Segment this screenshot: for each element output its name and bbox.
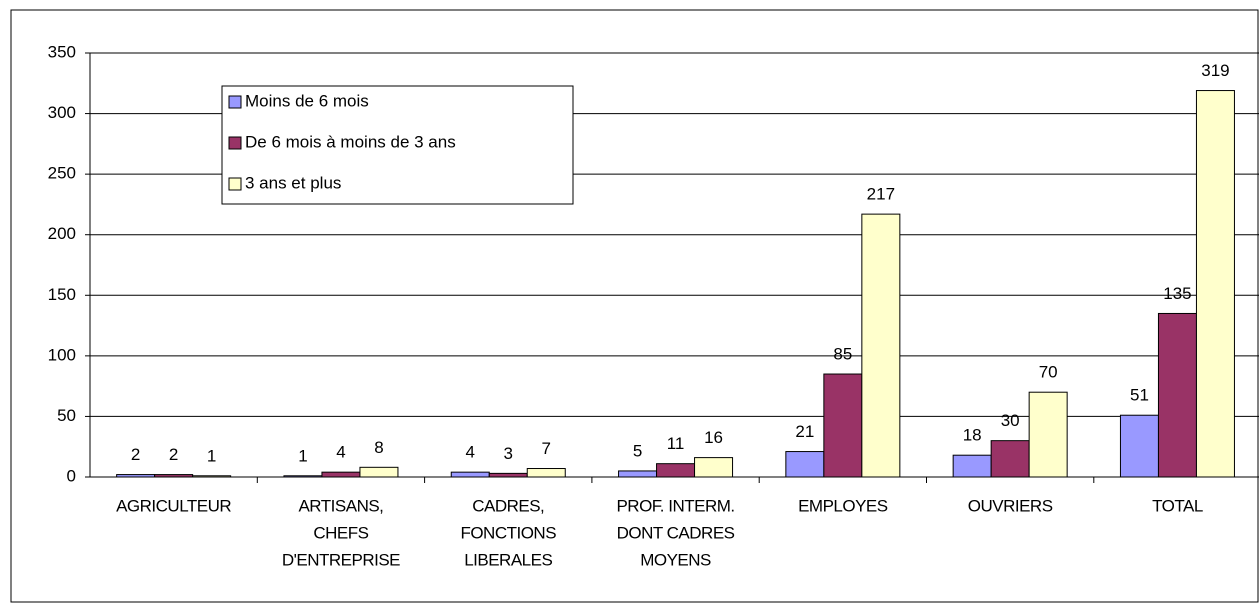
x-tick-label: PROF. INTERM. xyxy=(616,496,734,515)
x-tick-label: ARTISANS, xyxy=(298,496,383,515)
y-tick-label: 300 xyxy=(48,103,76,122)
bar xyxy=(823,373,863,478)
bar xyxy=(694,457,734,478)
value-label: 30 xyxy=(1001,411,1020,430)
value-label: 16 xyxy=(704,428,723,447)
value-label: 1 xyxy=(207,446,216,465)
x-tick-label: OUVRIERS xyxy=(968,496,1053,515)
value-label: 18 xyxy=(963,426,982,445)
x-tick-label: CHEFS xyxy=(313,523,368,542)
value-label: 21 xyxy=(795,422,814,441)
x-tick-label: LIBERALES xyxy=(464,550,552,569)
bar xyxy=(321,471,361,478)
value-label: 5 xyxy=(633,441,642,460)
value-label: 8 xyxy=(374,438,383,457)
value-label: 319 xyxy=(1201,61,1229,80)
x-tick-label: TOTAL xyxy=(1152,496,1203,515)
x-tick-label: FONCTIONS xyxy=(460,523,556,542)
value-label: 4 xyxy=(336,443,345,462)
y-tick-label: 200 xyxy=(48,224,76,243)
y-tick-label: 100 xyxy=(48,345,76,364)
legend-swatch xyxy=(228,136,242,150)
bar xyxy=(1157,312,1197,478)
bar xyxy=(526,468,566,478)
legend-swatch xyxy=(228,95,242,109)
value-label: 135 xyxy=(1163,284,1191,303)
legend-label: 3 ans et plus xyxy=(245,173,341,192)
legend-label: De 6 mois à moins de 3 ans xyxy=(245,132,456,151)
value-label: 2 xyxy=(169,445,178,464)
legend: Moins de 6 mois De 6 mois à moins de 3 an… xyxy=(221,85,574,205)
x-tick-label: CADRES, xyxy=(472,496,544,515)
value-label: 1 xyxy=(298,446,307,465)
bar xyxy=(1028,391,1068,478)
y-tick-label: 0 xyxy=(67,466,76,485)
legend-box xyxy=(221,85,574,205)
bar xyxy=(785,451,825,478)
x-tick-label: MOYENS xyxy=(640,550,711,569)
x-tick-label: DONT CADRES xyxy=(617,523,735,542)
bar xyxy=(952,454,992,478)
bar xyxy=(359,466,399,478)
value-label: 85 xyxy=(833,345,852,364)
bar xyxy=(1119,414,1159,478)
legend-label: Moins de 6 mois xyxy=(245,91,369,110)
bar xyxy=(450,471,490,478)
bar xyxy=(861,213,901,478)
bar xyxy=(656,463,696,478)
bar xyxy=(618,470,658,478)
y-tick-label: 250 xyxy=(48,164,76,183)
value-label: 70 xyxy=(1039,363,1058,382)
value-label: 11 xyxy=(667,434,685,453)
bar xyxy=(488,472,528,478)
legend-swatch xyxy=(228,177,242,191)
value-label: 217 xyxy=(867,185,895,204)
bar xyxy=(1195,90,1235,478)
x-tick-label: D'ENTREPRISE xyxy=(282,550,400,569)
value-label: 4 xyxy=(466,443,475,462)
y-tick-label: 350 xyxy=(48,42,76,61)
y-tick-label: 150 xyxy=(48,285,76,304)
x-tick-label: EMPLOYES xyxy=(798,496,888,515)
value-label: 51 xyxy=(1130,386,1149,405)
value-label: 7 xyxy=(542,439,551,458)
chart-frame xyxy=(10,9,1259,603)
x-tick-label: AGRICULTEUR xyxy=(116,496,231,515)
y-tick-label: 50 xyxy=(57,406,76,425)
bar xyxy=(990,440,1030,478)
value-label: 3 xyxy=(504,444,513,463)
value-label: 2 xyxy=(131,445,140,464)
